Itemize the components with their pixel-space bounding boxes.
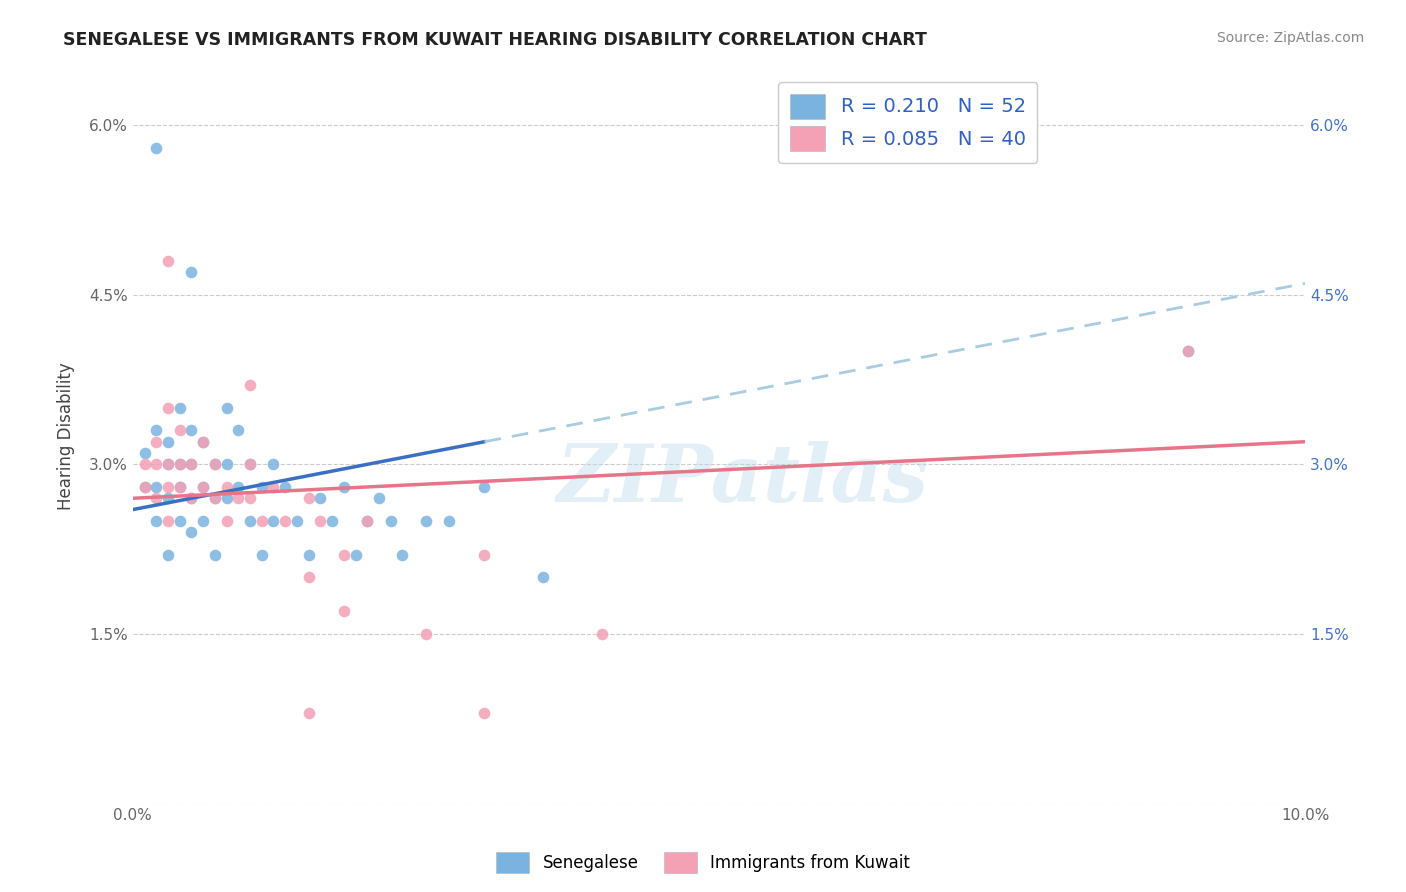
Point <box>204 491 226 506</box>
Point <box>156 458 179 472</box>
Point <box>250 548 273 562</box>
Point <box>156 253 179 268</box>
Point <box>204 548 226 562</box>
Point <box>309 491 332 506</box>
Point <box>169 401 191 415</box>
Point <box>145 458 167 472</box>
Point <box>1177 344 1199 359</box>
Point <box>298 570 321 584</box>
Point <box>180 491 202 506</box>
Point <box>169 514 191 528</box>
Point <box>298 706 321 720</box>
Point <box>169 480 191 494</box>
Point <box>180 525 202 540</box>
Point <box>180 458 202 472</box>
Point <box>145 491 167 506</box>
Text: SENEGALESE VS IMMIGRANTS FROM KUWAIT HEARING DISABILITY CORRELATION CHART: SENEGALESE VS IMMIGRANTS FROM KUWAIT HEA… <box>63 31 927 49</box>
Point <box>169 458 191 472</box>
Point <box>274 514 297 528</box>
Point <box>180 491 202 506</box>
Point <box>250 480 273 494</box>
Point <box>156 480 179 494</box>
Point <box>274 480 297 494</box>
Point <box>239 458 262 472</box>
Legend: R = 0.210   N = 52, R = 0.085   N = 40: R = 0.210 N = 52, R = 0.085 N = 40 <box>779 82 1038 163</box>
Point <box>169 424 191 438</box>
Point <box>145 424 167 438</box>
Point <box>156 514 179 528</box>
Point <box>250 514 273 528</box>
Point <box>239 491 262 506</box>
Point <box>180 458 202 472</box>
Point <box>239 378 262 392</box>
Point <box>391 548 413 562</box>
Point <box>169 458 191 472</box>
Point <box>156 434 179 449</box>
Point <box>298 491 321 506</box>
Point <box>380 514 402 528</box>
Point <box>321 514 343 528</box>
Point <box>333 604 356 618</box>
Point <box>226 491 249 506</box>
Point <box>263 458 285 472</box>
Point <box>215 458 238 472</box>
Point <box>368 491 391 506</box>
Point <box>356 514 378 528</box>
Point <box>156 458 179 472</box>
Legend: Senegalese, Immigrants from Kuwait: Senegalese, Immigrants from Kuwait <box>489 846 917 880</box>
Point <box>415 627 437 641</box>
Point <box>191 514 214 528</box>
Point <box>134 480 156 494</box>
Point <box>180 424 202 438</box>
Point <box>439 514 461 528</box>
Point <box>215 491 238 506</box>
Point <box>226 480 249 494</box>
Point <box>263 514 285 528</box>
Point <box>145 480 167 494</box>
Point <box>239 514 262 528</box>
Point <box>204 491 226 506</box>
Point <box>145 514 167 528</box>
Point <box>169 480 191 494</box>
Point <box>298 548 321 562</box>
Point <box>309 514 332 528</box>
Point <box>333 548 356 562</box>
Point <box>474 706 496 720</box>
Point <box>215 514 238 528</box>
Point <box>204 458 226 472</box>
Point <box>145 434 167 449</box>
Point <box>191 434 214 449</box>
Point <box>156 548 179 562</box>
Point <box>333 480 356 494</box>
Point <box>134 480 156 494</box>
Point <box>156 491 179 506</box>
Point <box>1177 344 1199 359</box>
Point <box>156 401 179 415</box>
Point <box>226 424 249 438</box>
Point <box>239 458 262 472</box>
Text: ZIPatlas: ZIPatlas <box>557 442 928 519</box>
Point <box>180 265 202 279</box>
Point <box>191 480 214 494</box>
Point <box>531 570 554 584</box>
Point <box>191 434 214 449</box>
Text: Source: ZipAtlas.com: Source: ZipAtlas.com <box>1216 31 1364 45</box>
Point <box>134 458 156 472</box>
Point <box>344 548 367 562</box>
Point <box>285 514 308 528</box>
Point <box>591 627 613 641</box>
Point <box>204 458 226 472</box>
Point <box>134 446 156 460</box>
Point <box>415 514 437 528</box>
Point <box>191 480 214 494</box>
Point <box>215 401 238 415</box>
Point <box>474 480 496 494</box>
Point <box>215 480 238 494</box>
Point <box>474 548 496 562</box>
Point <box>356 514 378 528</box>
Y-axis label: Hearing Disability: Hearing Disability <box>58 362 75 510</box>
Point <box>145 141 167 155</box>
Point <box>263 480 285 494</box>
